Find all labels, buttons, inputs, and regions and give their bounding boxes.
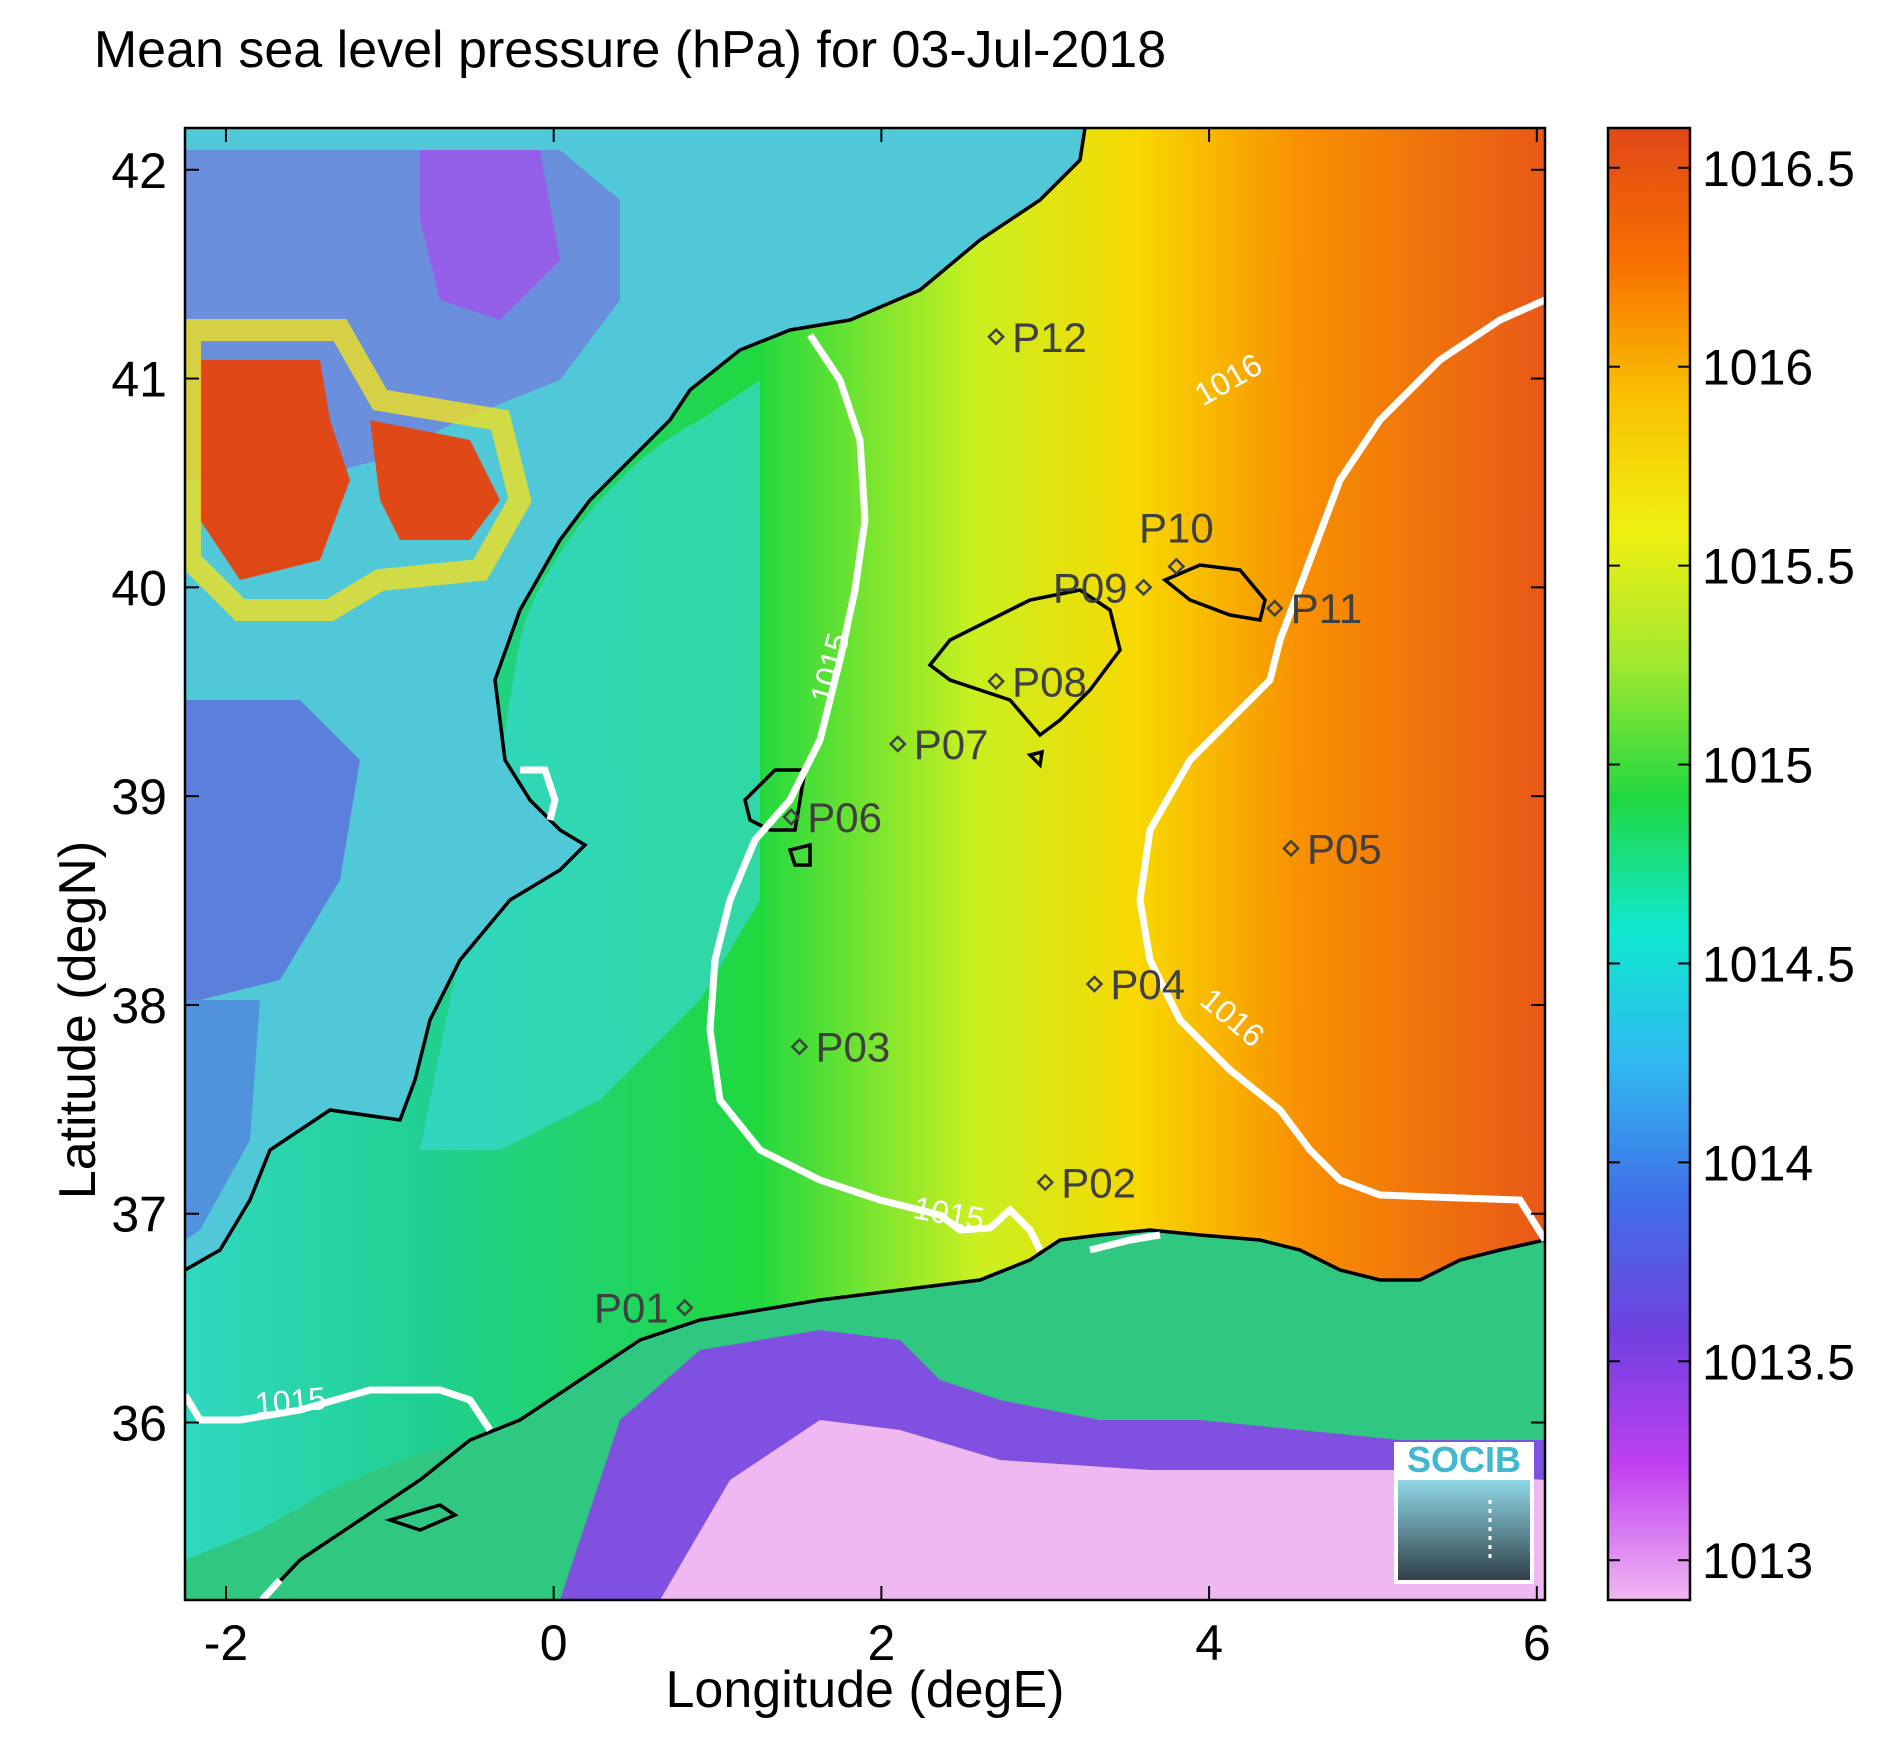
- axes: -2 0 2 4 6 42 41 40 39 38 37 36: [111, 128, 1551, 1671]
- x-tick-label: -2: [204, 1615, 248, 1671]
- socib-logo-text: SOCIB: [1407, 1439, 1521, 1480]
- station-marker: [1134, 578, 1153, 597]
- station-marker: [987, 327, 1005, 346]
- x-tick-label: 0: [540, 1615, 568, 1671]
- x-tick-label: 6: [1523, 1615, 1551, 1671]
- station-marker: [782, 808, 801, 826]
- y-tick-label: 36: [111, 1396, 167, 1452]
- station-marker: [888, 735, 907, 753]
- coastline: [185, 128, 1545, 1600]
- colorbar-tick-label: 1015: [1702, 738, 1813, 794]
- station-label: P08: [1012, 658, 1087, 705]
- station-label: P01: [594, 1285, 669, 1332]
- colorbar-tick-label: 1013: [1702, 1533, 1813, 1589]
- station-label: P03: [815, 1024, 890, 1071]
- y-tick-label: 42: [111, 143, 167, 199]
- station-marker: [987, 672, 1005, 691]
- x-axis-label: Longitude (degE): [665, 1661, 1065, 1719]
- colorbar: 1016.5 1016 1015.5 1015 1014.5 1014 1013.5 1013: [1606, 126, 1855, 1602]
- y-tick-label: 40: [111, 560, 167, 616]
- y-tick-label: 41: [111, 352, 167, 408]
- station-label: P05: [1307, 825, 1382, 872]
- station-label: P11: [1291, 585, 1363, 632]
- station-label: P06: [807, 794, 882, 841]
- colorbar-tick-label: 1015.5: [1702, 539, 1855, 595]
- y-tick-label: 39: [111, 769, 167, 825]
- colorbar-tick-label: 1014: [1702, 1135, 1813, 1191]
- station-label: P07: [914, 721, 989, 768]
- station-marker: [675, 1298, 694, 1317]
- station-label: P12: [1012, 314, 1087, 361]
- chart-title: Mean sea level pressure (hPa) for 03-Jul…: [93, 21, 1167, 79]
- colorbar-tick-label: 1013.5: [1702, 1334, 1855, 1390]
- station-marker: [1282, 839, 1300, 858]
- x-tick-label: 4: [1195, 1615, 1223, 1671]
- colorbar-tick-label: 1016: [1702, 340, 1813, 396]
- socib-logo: SOCIB: [1394, 1439, 1534, 1584]
- station-marker: [1036, 1173, 1055, 1192]
- map-field: [185, 128, 1545, 1600]
- plot-frame: [183, 126, 1547, 1602]
- station-label: P10: [1139, 504, 1214, 551]
- contour-label: 1015: [254, 1380, 328, 1422]
- station-label: P09: [1053, 564, 1128, 611]
- station-label: P02: [1061, 1159, 1136, 1206]
- station-marker: [1167, 557, 1186, 576]
- station-marker: [790, 1037, 809, 1056]
- isobars: [185, 296, 1545, 1600]
- station-label: P04: [1110, 961, 1185, 1008]
- y-tick-label: 37: [111, 1187, 167, 1243]
- station-marker: [1265, 599, 1284, 618]
- station-marker: [1085, 975, 1104, 993]
- x-tick-label: 2: [867, 1615, 895, 1671]
- colorbar-tick-label: 1014.5: [1702, 936, 1855, 992]
- y-tick-label: 38: [111, 978, 167, 1034]
- colorbar-tick-label: 1016.5: [1702, 141, 1855, 197]
